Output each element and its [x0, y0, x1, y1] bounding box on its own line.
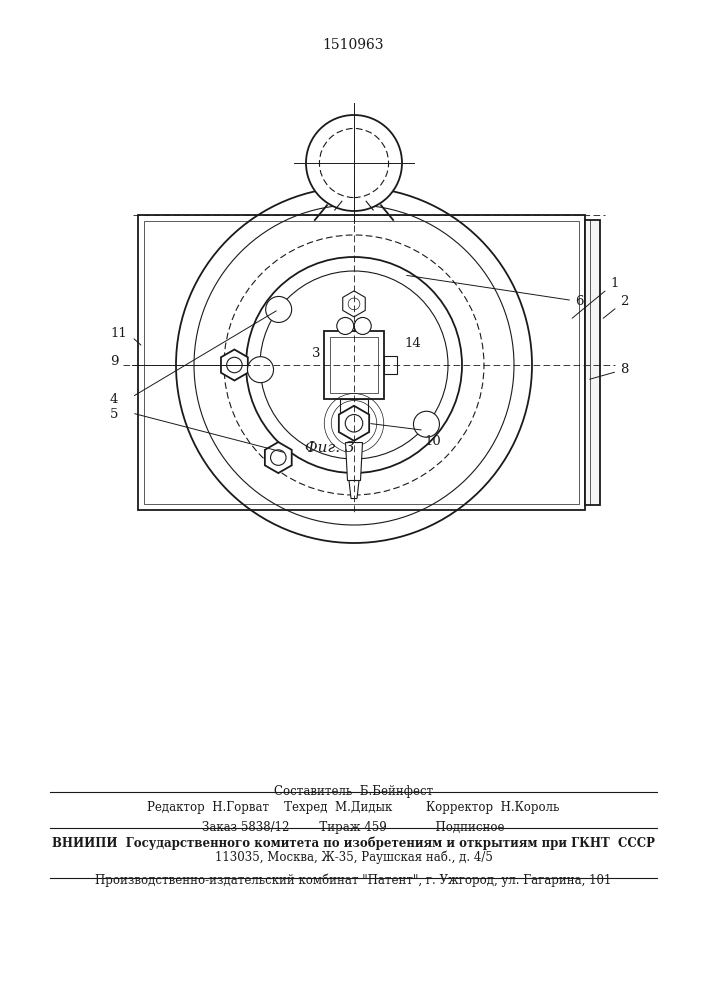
- Text: ВНИИПИ  Государственного комитета по изобретениям и открытиям при ГКНТ  СССР: ВНИИПИ Государственного комитета по изоб…: [52, 836, 655, 850]
- Polygon shape: [349, 481, 359, 499]
- Circle shape: [247, 357, 274, 383]
- Polygon shape: [340, 399, 368, 427]
- Polygon shape: [585, 220, 600, 505]
- Text: 6: 6: [407, 275, 583, 308]
- Polygon shape: [339, 406, 369, 441]
- Circle shape: [345, 415, 363, 432]
- Text: 8: 8: [590, 363, 629, 379]
- Polygon shape: [384, 356, 397, 374]
- Text: Редактор  Н.Горват    Техред  М.Дидык         Корректор  Н.Король: Редактор Н.Горват Техред М.Дидык Коррект…: [147, 800, 560, 814]
- Polygon shape: [343, 291, 366, 317]
- Text: 1510963: 1510963: [323, 38, 384, 52]
- Polygon shape: [346, 443, 363, 481]
- Text: 113035, Москва, Ж-35, Раушская наб., д. 4/5: 113035, Москва, Ж-35, Раушская наб., д. …: [214, 850, 493, 864]
- Text: 11: 11: [110, 327, 127, 340]
- Text: 2: 2: [603, 295, 629, 318]
- Text: Заказ 5838/12        Тираж 459             Подписное: Заказ 5838/12 Тираж 459 Подписное: [202, 822, 505, 834]
- Text: 10: 10: [424, 435, 440, 448]
- Text: Составитель  Б.Бейнфест: Составитель Б.Бейнфест: [274, 786, 433, 798]
- Text: 3: 3: [312, 347, 320, 360]
- Text: Фиг. 3: Фиг. 3: [305, 441, 355, 455]
- Circle shape: [337, 317, 354, 334]
- Circle shape: [266, 296, 292, 322]
- Text: 14: 14: [404, 337, 421, 350]
- Text: Производственно-издательский комбинат "Патент", г. Ужгород, ул. Гагарина, 101: Производственно-издательский комбинат "П…: [95, 873, 612, 887]
- Polygon shape: [324, 331, 384, 399]
- Circle shape: [354, 317, 371, 334]
- Circle shape: [306, 115, 402, 211]
- Text: 4: 4: [110, 393, 118, 406]
- Polygon shape: [265, 442, 292, 473]
- Text: 5: 5: [110, 408, 118, 421]
- Text: 1: 1: [572, 277, 619, 318]
- Circle shape: [414, 411, 440, 437]
- Text: 9: 9: [110, 355, 119, 368]
- Polygon shape: [221, 350, 248, 381]
